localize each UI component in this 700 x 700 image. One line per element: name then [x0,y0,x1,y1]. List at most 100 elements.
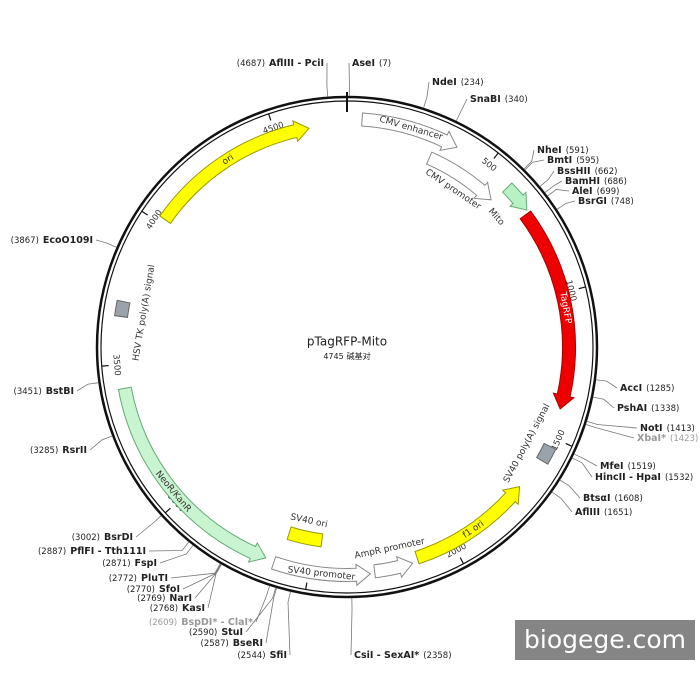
site-name: SnaBI [470,94,501,105]
plasmid-size: 4745 碱基对 [323,351,370,361]
feature-arrow [361,112,458,152]
feature-arrow [159,120,310,225]
site-name: FspI [135,558,157,569]
site-label: (2770) SfoI [127,584,180,595]
feature-arrow [535,442,557,465]
site-label: AccI (1285) [620,383,674,394]
site-connector [95,239,117,248]
feature-arrow [414,486,521,565]
site-position: (1532) [665,473,693,483]
site-position: (2587) [201,639,229,649]
site-label: NotI (1413) [640,423,695,434]
site-position: (595) [576,156,599,166]
watermark: biogege.com [524,625,686,654]
feature-label: HSV TK poly(A) signal [131,264,157,362]
tick-mark [578,286,586,290]
site-label: (2544) SfiI [237,650,287,661]
site-label: (3002) BsrDI [72,532,133,543]
site-position: (591) [566,146,589,156]
site-name: KasI [182,603,205,614]
site-label: NheI (591) [537,145,589,156]
site-name: AseI [352,58,375,69]
tick-mark [268,113,272,121]
site-label: (3285) RsrII [30,445,87,456]
site-position: (1338) [651,404,679,414]
site-connector [592,396,615,409]
site-label: HincII - HpaI (1532) [595,472,693,483]
site-position: (2609) [149,618,177,628]
tick-mark [493,152,499,159]
site-label: BamHI (686) [565,176,627,187]
site-connector [571,457,593,478]
site-connector [423,81,430,109]
site-connector [255,585,271,623]
site-label: (3867) EcoO109I [11,235,93,246]
feature-arrow [286,526,324,548]
site-name: RsrII [62,445,87,456]
site-name: BsrDI [104,532,133,543]
site-position: (3002) [72,533,100,543]
site-position: (1651) [604,508,632,518]
tick-mark [565,442,573,447]
site-position: (234) [461,78,484,88]
site-name: AccI [620,383,642,394]
site-connector [148,541,190,552]
site-label: MfeI (1519) [600,461,656,472]
site-name: AflIII [575,507,600,518]
site-position: (662) [595,167,618,177]
site-name: AleI [572,186,593,197]
site-connector [547,189,570,197]
site-position: (7) [379,59,391,69]
site-position: (2590) [189,628,217,638]
site-name: EcoO109I [43,235,93,246]
site-label: (2887) PflFI - Tth111I [38,546,146,557]
site-position: (686) [604,177,627,187]
site-position: (1423) [670,434,698,444]
site-connector [135,515,162,538]
site-name: PshAI [617,403,647,414]
site-name: BseRI [233,638,263,649]
site-position: (1413) [667,424,695,434]
site-connector [573,453,598,467]
site-name: BmtI [547,155,572,166]
site-connector [326,62,329,97]
site-position: (4687) [237,59,265,69]
feature-arrow [519,210,576,410]
site-connector [559,479,581,499]
site-name: BamHI [565,176,600,187]
site-name: PflFI - Tth111I [70,546,146,557]
site-connector [455,98,468,122]
site-position: (2887) [38,547,66,557]
site-position: (748) [611,197,634,207]
site-position: (2772) [109,574,137,584]
site-name: CsiI - SexAI* [354,650,419,661]
site-name: BsrGI [578,196,607,207]
site-position: (3867) [11,236,39,246]
site-connector [182,563,222,590]
site-label: (2772) PluTI [109,573,168,584]
tick-mark [164,507,171,514]
site-label: BtsαI (1608) [583,493,643,504]
tick-label: 4000 [145,208,165,232]
site-position: (2544) [237,651,265,661]
site-position: (3285) [30,446,58,456]
site-position: (340) [505,95,528,105]
feature-arrow [270,556,372,587]
site-position: (2770) [127,585,155,595]
site-connector [89,435,113,451]
site-position: (1519) [628,462,656,472]
site-connector [159,545,194,564]
site-label: AleI (699) [572,186,619,197]
site-label: BssHII (662) [557,166,617,177]
feature-label: NeoR/KanR [153,469,193,514]
site-position: (2769) [137,594,165,604]
site-connector [524,159,545,171]
site-name: NheI [537,145,562,156]
site-position: (2768) [150,604,178,614]
site-connector [287,591,291,656]
tick-label: 500 [479,156,498,174]
site-position: (2871) [102,559,130,569]
watermark-box [515,620,695,660]
